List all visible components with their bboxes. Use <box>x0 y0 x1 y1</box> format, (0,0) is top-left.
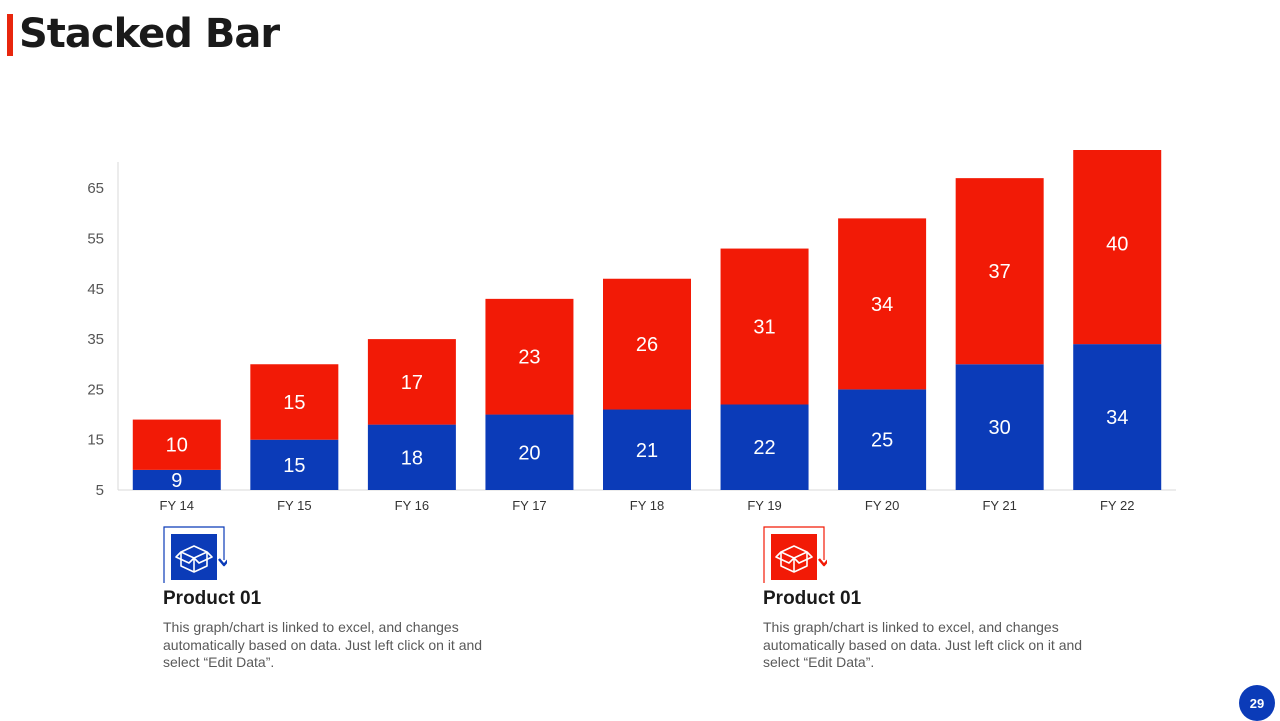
product-description-1: This graph/chart is linked to excel, and… <box>163 619 483 670</box>
product-icon-box-1 <box>163 526 230 584</box>
bar-segment <box>955 364 1044 490</box>
bar-segment <box>720 248 809 405</box>
bar-segment <box>720 404 809 490</box>
bar-data-label: 34 <box>1106 407 1128 429</box>
bar-data-label: 37 <box>989 261 1011 283</box>
down-arrow-icon <box>818 558 830 567</box>
x-tick-label: FY 18 <box>630 498 664 513</box>
bar-data-label: 10 <box>166 435 188 457</box>
box-flap-left <box>175 551 195 564</box>
x-tick-label: FY 14 <box>160 498 194 513</box>
bar-segment <box>603 409 691 490</box>
x-tick-label: FY 15 <box>277 498 311 513</box>
x-tick-label: FY 22 <box>1100 498 1134 513</box>
y-tick-label: 5 <box>96 482 104 499</box>
page-number-badge: 29 <box>1239 685 1275 721</box>
bar-segment <box>955 178 1044 365</box>
bar-data-label: 26 <box>636 334 658 356</box>
down-arrow-icon <box>218 558 230 567</box>
bar-segment <box>132 469 221 490</box>
icon-bracket <box>763 526 825 583</box>
bar-segment <box>250 364 339 440</box>
x-tick-label: FY 21 <box>982 498 1016 513</box>
x-tick-label: FY 17 <box>512 498 546 513</box>
bar-segment <box>485 414 574 490</box>
product-icon-box-2 <box>763 526 830 584</box>
bar-data-label: 17 <box>401 372 423 394</box>
bar-data-label: 18 <box>401 447 423 469</box>
bar-data-label: 31 <box>753 317 775 339</box>
y-tick-label: 45 <box>87 281 104 298</box>
product-title-2: Product 01 <box>763 588 862 609</box>
bar-data-label: 40 <box>1106 234 1128 256</box>
bar-segment <box>485 298 574 415</box>
bar-segment <box>838 389 927 490</box>
bar-segment <box>838 218 927 390</box>
box-flap-left <box>775 551 795 564</box>
x-tick-label: FY 16 <box>395 498 429 513</box>
y-tick-label: 35 <box>87 331 104 348</box>
box-flap-right <box>193 551 213 564</box>
page-title: Stacked Bar <box>19 11 280 57</box>
y-tick-label: 55 <box>87 231 104 248</box>
bar-segment <box>132 419 221 470</box>
bar-segment <box>250 439 339 490</box>
stacked-bar-chart: 5 15 25 35 45 55 65 9 10 FY 14 15 15 FY 15 18 17 FY 16 2… <box>87 150 1176 513</box>
box-flap-right <box>793 551 813 564</box>
bar-data-label: 30 <box>989 417 1011 439</box>
y-tick-label: 25 <box>87 381 104 398</box>
bar-data-label: 20 <box>518 442 540 464</box>
bar-data-label: 34 <box>871 294 893 316</box>
product-description-2: This graph/chart is linked to excel, and… <box>763 619 1083 670</box>
x-tick-label: FY 20 <box>865 498 899 513</box>
y-tick-label: 15 <box>87 432 104 449</box>
title-accent-bar <box>7 14 13 56</box>
icon-bracket <box>163 526 225 583</box>
bar-data-label: 25 <box>871 430 893 452</box>
y-tick-label: 65 <box>87 180 104 197</box>
bar-data-label: 22 <box>753 437 775 459</box>
x-tick-label: FY 19 <box>747 498 781 513</box>
box-icon <box>163 526 230 583</box>
bar-data-label: 15 <box>283 455 305 477</box>
bar-segment <box>367 424 456 490</box>
bar-segment <box>1073 150 1162 345</box>
bar-segment <box>1073 344 1162 490</box>
bar-data-label: 15 <box>283 392 305 414</box>
product-title-1: Product 01 <box>163 588 262 609</box>
box-icon <box>763 526 830 583</box>
bar-data-label: 9 <box>171 470 182 492</box>
bar-segment <box>603 278 691 410</box>
bar-segment <box>367 339 456 425</box>
bar-data-label: 21 <box>636 440 658 462</box>
bar-data-label: 23 <box>518 347 540 369</box>
